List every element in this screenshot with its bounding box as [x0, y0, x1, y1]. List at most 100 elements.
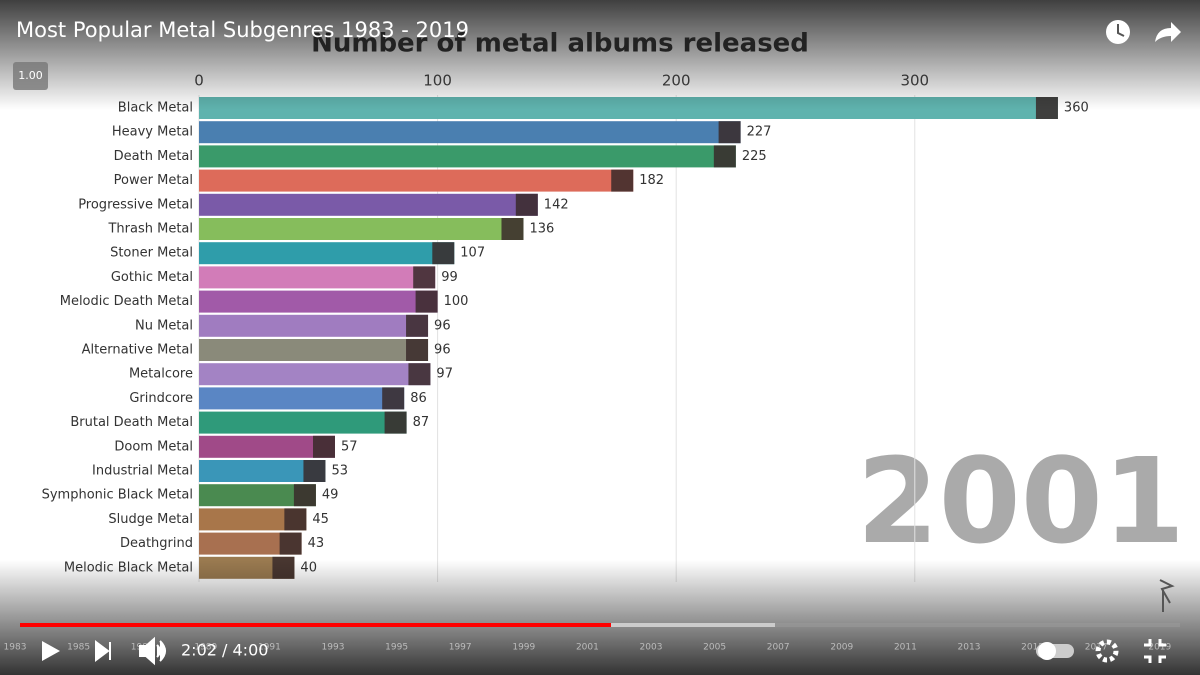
- bar: [199, 363, 431, 386]
- bar: [199, 121, 741, 144]
- value-label: 45: [312, 512, 329, 527]
- value-label: 182: [639, 173, 664, 188]
- timeline-year: 1983: [4, 643, 27, 653]
- play-button[interactable]: [42, 641, 60, 661]
- value-label: 96: [434, 343, 451, 358]
- album-cover: [303, 460, 326, 482]
- album-cover: [406, 339, 429, 361]
- timeline-year: 1985: [67, 643, 90, 653]
- bar: [199, 508, 307, 531]
- speed-badge: [13, 62, 48, 90]
- time-display: 2:02 / 4:00: [181, 641, 268, 660]
- category-label: Doom Metal: [114, 439, 193, 454]
- bar: [199, 218, 524, 240]
- album-cover: [611, 169, 634, 192]
- timeline-year: 2015: [1021, 643, 1044, 653]
- timeline-year: 2019: [1148, 643, 1171, 653]
- value-label: 142: [544, 197, 569, 212]
- value-label: 86: [410, 391, 427, 406]
- album-cover: [415, 290, 438, 313]
- category-label: Deathgrind: [120, 536, 193, 551]
- category-label: Industrial Metal: [92, 464, 193, 479]
- value-label: 136: [529, 222, 554, 237]
- timeline-year: 1989: [194, 643, 217, 653]
- album-cover: [413, 266, 436, 289]
- channel-logo: [1159, 579, 1175, 612]
- bar: [199, 145, 736, 168]
- share-button[interactable]: [1155, 22, 1181, 42]
- timeline-year: 2005: [703, 643, 726, 653]
- album-cover: [312, 435, 335, 458]
- album-cover: [408, 363, 431, 386]
- bar: [199, 169, 634, 192]
- category-label: Brutal Death Metal: [70, 415, 193, 430]
- category-label: Heavy Metal: [112, 125, 193, 140]
- timeline-year: 2009: [830, 643, 853, 653]
- album-cover: [718, 121, 741, 144]
- fullscreen-button[interactable]: [1144, 639, 1166, 663]
- volume-button[interactable]: [139, 636, 166, 666]
- category-label: Gothic Metal: [111, 270, 193, 285]
- bar: [199, 266, 436, 289]
- category-label: Progressive Metal: [78, 197, 193, 212]
- album-cover: [293, 484, 316, 507]
- bar: [199, 387, 405, 410]
- category-label: Stoner Metal: [110, 246, 193, 261]
- value-label: 107: [460, 246, 485, 261]
- album-cover: [406, 314, 429, 337]
- album-cover: [279, 532, 302, 555]
- value-label: 96: [434, 318, 451, 333]
- timeline-year: 2003: [640, 643, 663, 653]
- album-cover: [713, 145, 736, 168]
- bar: [199, 460, 326, 482]
- timeline-year: 2007: [767, 643, 790, 653]
- bar: [199, 314, 429, 337]
- value-label: 99: [441, 270, 458, 285]
- category-label: Melodic Death Metal: [60, 294, 193, 309]
- category-label: Grindcore: [129, 391, 193, 406]
- speed-label: 1.00: [18, 69, 43, 82]
- video-title[interactable]: Most Popular Metal Subgenres 1983 - 2019: [16, 18, 469, 42]
- album-cover: [284, 508, 307, 531]
- next-button[interactable]: [95, 640, 111, 662]
- top-gradient: [0, 0, 1200, 110]
- category-label: Symphonic Black Metal: [42, 488, 193, 503]
- chart-title: Number of metal albums released: [311, 29, 809, 59]
- settings-button[interactable]: [1095, 639, 1119, 663]
- value-label: 97: [436, 367, 453, 382]
- bar: [199, 242, 455, 265]
- progress-bar[interactable]: [20, 623, 611, 627]
- category-label: Metalcore: [129, 367, 193, 382]
- timeline-year: 1991: [258, 643, 281, 653]
- bar: [199, 532, 302, 555]
- value-label: 49: [322, 488, 339, 503]
- value-label: 227: [747, 125, 772, 140]
- category-label: Nu Metal: [135, 318, 193, 333]
- timeline-year: 1999: [512, 643, 535, 653]
- bar: [199, 290, 438, 313]
- category-label: Power Metal: [114, 173, 193, 188]
- value-label: 100: [444, 294, 469, 309]
- timeline-year: 1997: [449, 643, 472, 653]
- category-label: Death Metal: [114, 149, 193, 164]
- watch-later[interactable]: [1106, 20, 1130, 44]
- autoplay-knob: [1038, 642, 1056, 660]
- value-label: 225: [742, 149, 767, 164]
- timeline-year: 2001: [576, 643, 599, 653]
- timeline-year: 2011: [894, 643, 917, 653]
- value-label: 57: [341, 439, 358, 454]
- category-label: Alternative Metal: [82, 343, 193, 358]
- bar: [199, 484, 316, 507]
- album-cover: [515, 193, 538, 216]
- album-cover: [501, 218, 524, 240]
- bottom-gradient: [0, 560, 1200, 675]
- bar: [199, 339, 429, 361]
- timeline-years: 1983198519871989199119931995199719992001…: [4, 643, 1172, 653]
- value-label: 43: [308, 536, 325, 551]
- category-label: Sludge Metal: [108, 512, 193, 527]
- timeline-year: 2013: [958, 643, 981, 653]
- year-label: 2001: [857, 432, 1185, 570]
- album-cover: [432, 242, 455, 265]
- bar: [199, 193, 538, 216]
